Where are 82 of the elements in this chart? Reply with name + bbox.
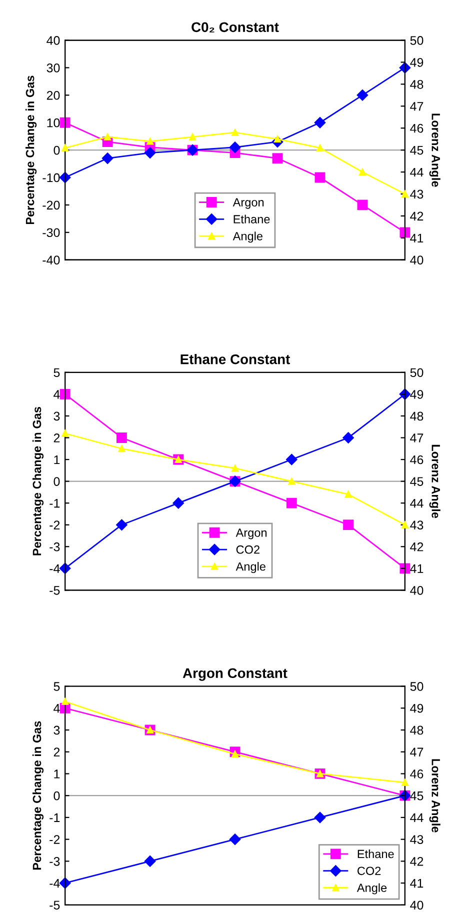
y2-tick-label: 50: [410, 368, 424, 378]
y2-tick-label: 42: [410, 212, 424, 220]
chart-title: Ethane Constant: [180, 354, 290, 364]
y2-tick-label: 49: [410, 58, 424, 67]
y2-tick-label: 46: [410, 124, 424, 133]
legend-label: Argon: [236, 528, 267, 540]
y-tick-label: -2: [50, 520, 60, 530]
legend-label: Ethane: [234, 214, 270, 224]
y2-tick-label: 48: [410, 726, 424, 735]
y2-axis-title: Lorenz Angle: [429, 444, 440, 518]
legend-label: CO2: [236, 545, 260, 554]
y-tick-label: -5: [50, 586, 60, 595]
y-tick-label: -1: [50, 813, 60, 822]
y2-tick-label: 45: [410, 477, 424, 486]
y-axis-title: Percentage Change in Gas: [26, 76, 37, 224]
y2-tick-label: 44: [410, 813, 424, 822]
y-tick-label: 1: [54, 455, 60, 464]
y2-tick-label: 42: [410, 857, 424, 866]
y-tick-label: 2: [54, 434, 60, 442]
y-tick-label: -2: [50, 835, 60, 844]
y2-tick-label: 41: [410, 564, 424, 573]
y2-tick-label: 42: [410, 542, 424, 552]
y2-tick-label: 45: [410, 146, 424, 155]
y2-tick-label: 50: [410, 682, 424, 691]
y2-tick-label: 49: [410, 390, 424, 399]
y-tick-label: -30: [42, 228, 60, 238]
legend-label: Argon: [232, 198, 264, 209]
y-tick-label: 2: [54, 748, 60, 756]
y-tick-label: -4: [50, 878, 60, 888]
y2-tick-label: 43: [410, 835, 424, 844]
y2-tick-label: 40: [410, 256, 424, 265]
y2-tick-label: 46: [410, 455, 424, 464]
chart-title: C0₂ Constant: [192, 22, 279, 32]
y2-tick-label: 49: [410, 704, 424, 713]
y-tick-label: -40: [42, 256, 60, 265]
y-tick-label: 4: [54, 704, 60, 713]
chart-title: Argon Constant: [182, 668, 288, 681]
y-tick-label: 30: [46, 64, 60, 72]
y2-tick-label: 41: [410, 878, 424, 888]
y2-tick-label: 45: [410, 792, 424, 800]
y2-tick-label: 41: [410, 234, 424, 242]
y-tick-label: -3: [50, 542, 60, 552]
y-tick-label: 3: [54, 726, 60, 735]
y2-tick-label: 46: [410, 770, 424, 778]
y2-tick-label: 40: [410, 900, 424, 910]
y-tick-label: -20: [42, 200, 60, 210]
y-tick-label: 20: [46, 90, 60, 100]
y2-tick-label: 47: [410, 102, 424, 111]
y-tick-label: 4: [54, 390, 60, 399]
y2-tick-label: 47: [410, 748, 424, 756]
y-tick-label: 3: [54, 412, 60, 421]
legend-label: Angle: [232, 232, 262, 243]
y2-tick-label: 43: [410, 520, 424, 530]
legend-label: Angle: [356, 883, 387, 894]
y-tick-label: 1: [54, 770, 60, 778]
y-tick-label: 0: [54, 146, 60, 155]
y-tick-label: -4: [50, 564, 60, 573]
y2-tick-label: 44: [410, 168, 424, 177]
y-axis-title: Percentage Change in Gas: [32, 721, 44, 870]
y2-tick-label: 44: [410, 498, 424, 508]
y-tick-label: 0: [54, 791, 60, 800]
y2-tick-label: 47: [410, 434, 424, 442]
legend-label: Angle: [236, 562, 266, 574]
y2-axis-title: Lorenz Angle: [429, 759, 440, 832]
legend-label: Ethane: [358, 849, 394, 858]
y-axis-title: Percentage Change in Gas: [32, 406, 44, 556]
y-tick-label: 5: [54, 682, 60, 691]
y-tick-label: -3: [50, 857, 60, 866]
y-tick-label: -5: [50, 900, 60, 910]
y-tick-label: -10: [42, 173, 60, 182]
legend-label: CO2: [358, 866, 381, 876]
y-tick-label: 40: [46, 36, 60, 45]
y2-tick-label: 43: [410, 190, 424, 199]
y-tick-label: 5: [54, 368, 60, 378]
y2-tick-label: 48: [410, 80, 424, 89]
y2-axis-title: Lorenz Angle: [429, 114, 440, 187]
y2-tick-label: 48: [410, 412, 424, 421]
y-tick-label: -1: [50, 498, 60, 508]
y-tick-label: 0: [54, 477, 60, 486]
y-tick-label: 10: [47, 118, 60, 128]
y2-tick-label: 40: [410, 586, 424, 595]
y2-tick-label: 50: [410, 36, 424, 45]
